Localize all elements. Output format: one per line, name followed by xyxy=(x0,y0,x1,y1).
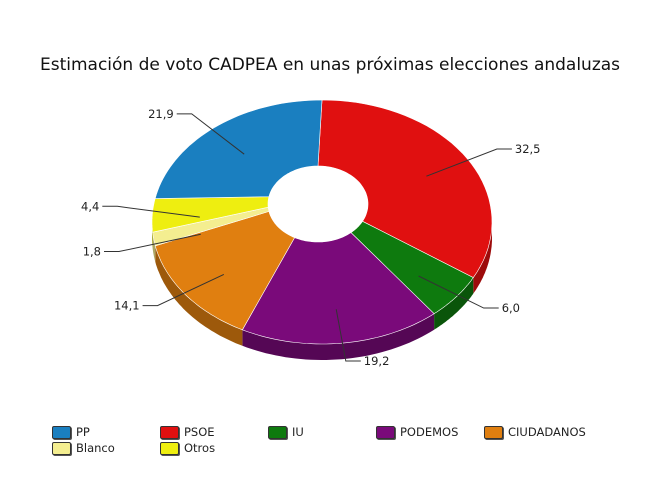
data-label-otros: 4,4 xyxy=(81,199,99,213)
legend-item-pp: PP xyxy=(52,425,90,439)
data-label-ciudadanos: 14,1 xyxy=(114,299,140,313)
leader-line xyxy=(426,148,512,177)
leader-line xyxy=(418,275,499,309)
legend-label: Blanco xyxy=(76,441,115,455)
data-label-iu: 6,0 xyxy=(502,301,520,315)
legend-swatch xyxy=(160,441,179,455)
legend-swatch xyxy=(268,425,287,439)
legend-swatch xyxy=(52,425,71,439)
legend-item-podemos: PODEMOS xyxy=(376,425,458,439)
legend-item-ciudadanos: CIUDADANOS xyxy=(484,425,586,439)
data-label-psoe: 32,5 xyxy=(515,142,541,156)
legend-swatch xyxy=(160,425,179,439)
legend-label: PODEMOS xyxy=(400,425,459,439)
legend-swatch xyxy=(376,425,395,439)
data-label-podemos: 19,2 xyxy=(364,354,390,368)
legend-item-iu: IU xyxy=(268,425,304,439)
legend-swatch xyxy=(52,441,71,455)
legend-item-otros: Otros xyxy=(160,441,215,455)
legend-item-psoe: PSOE xyxy=(160,425,215,439)
data-label-pp: 21,9 xyxy=(148,107,174,121)
legend-label: PP xyxy=(76,425,90,439)
chart-title: Estimación de voto CADPEA en unas próxim… xyxy=(40,55,621,75)
slice-side-podemos xyxy=(242,313,435,360)
legend-label: Otros xyxy=(184,441,216,455)
leader-line xyxy=(142,274,225,307)
slice-side-iu xyxy=(434,277,474,330)
leader-line xyxy=(102,205,200,218)
legend-label: CIUDADANOS xyxy=(508,425,586,439)
leader-line xyxy=(104,233,201,253)
leader-line xyxy=(176,113,245,155)
slice-side-psoe xyxy=(473,222,492,294)
slice-side-ciudadanos xyxy=(155,245,243,346)
donut-hole xyxy=(268,166,368,242)
leader-line xyxy=(335,309,361,362)
legend-item-blanco: Blanco xyxy=(52,441,115,455)
legend-label: PSOE xyxy=(184,425,215,439)
slice-side-blanco xyxy=(152,232,156,262)
legend-swatch xyxy=(484,425,503,439)
legend-label: IU xyxy=(292,425,304,439)
data-label-blanco: 1,8 xyxy=(83,245,101,259)
